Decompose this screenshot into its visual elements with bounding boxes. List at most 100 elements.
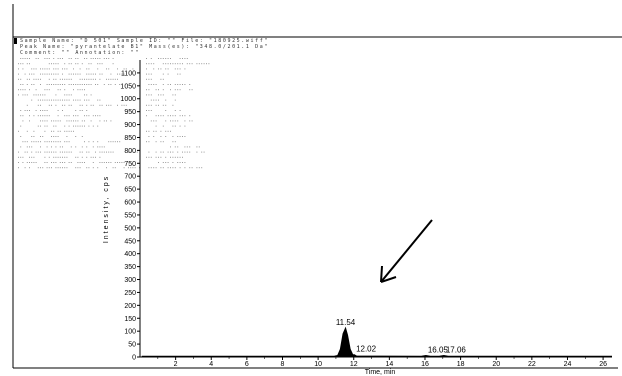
overprint-dot	[68, 99, 70, 101]
overprint-dot	[22, 120, 24, 122]
overprint-dot	[18, 73, 19, 75]
overprint-dot	[97, 125, 99, 127]
overprint-dot	[24, 73, 26, 75]
overprint-dot	[189, 167, 191, 169]
overprint-dot	[198, 146, 200, 148]
overprint-dot	[35, 58, 37, 59]
overprint-dot	[75, 136, 77, 137]
overprint-dot	[150, 99, 152, 101]
overprint-dot	[35, 89, 37, 91]
overprint-dot	[33, 94, 35, 96]
overprint-dot	[165, 63, 167, 65]
overprint-dot	[46, 58, 48, 59]
overprint-dot	[101, 151, 103, 153]
overprint-dot	[119, 141, 121, 143]
overprint-dot	[70, 162, 72, 163]
overprint-dot	[48, 63, 50, 65]
x-tick-label: 20	[492, 361, 500, 368]
overprint-dot	[155, 167, 157, 169]
overprint-dot	[119, 73, 121, 75]
overprint-dot	[35, 162, 37, 163]
overprint-dot	[66, 141, 68, 143]
overprint-dot	[33, 68, 35, 70]
overprint-dot	[81, 84, 83, 85]
overprint-dot	[55, 125, 57, 127]
overprint-dot	[92, 162, 94, 163]
overprint-dot	[64, 156, 66, 158]
overprint-dot	[64, 130, 66, 132]
overprint-dot	[44, 110, 46, 111]
overprint-dot	[177, 156, 179, 158]
overprint-dot	[208, 63, 210, 65]
overprint-dot	[29, 162, 30, 163]
overprint-dot	[35, 78, 37, 80]
overprint-dot	[81, 89, 83, 91]
overprint-dot	[158, 58, 159, 59]
overprint-dot	[51, 104, 52, 106]
overprint-dot	[114, 84, 116, 85]
peak-label: 17.06	[446, 345, 467, 354]
overprint-dot	[184, 115, 186, 117]
overprint-dot	[62, 110, 63, 111]
overprint-dot	[57, 99, 59, 101]
overprint-dot	[92, 115, 94, 117]
overprint-dot	[189, 120, 191, 122]
overprint-dot	[130, 151, 132, 153]
overprint-dot	[134, 151, 136, 153]
overprint-dot	[70, 58, 72, 59]
overprint-dot	[57, 115, 59, 117]
overprint-dot	[77, 84, 79, 85]
overprint-dot	[70, 104, 72, 106]
overprint-dot	[165, 68, 167, 70]
overprint-dot	[79, 78, 81, 80]
overprint-dot	[174, 84, 176, 85]
overprint-dot	[95, 73, 96, 75]
overprint-dot	[81, 104, 83, 106]
overprint-dot	[46, 151, 48, 153]
overprint-dot	[64, 63, 66, 65]
overprint-dot	[46, 120, 48, 122]
overprint-dot	[68, 120, 70, 122]
overprint-dot	[75, 120, 77, 122]
overprint-dot	[148, 63, 150, 65]
overprint-dot	[97, 115, 99, 117]
overprint-dot	[162, 104, 164, 106]
overprint-dot	[88, 141, 90, 143]
overprint-dot	[117, 73, 118, 75]
overprint-dot	[150, 156, 152, 158]
overprint-dot	[33, 141, 35, 143]
overprint-dot	[24, 110, 26, 111]
overprint-dot	[84, 94, 85, 96]
overprint-dot	[75, 156, 77, 158]
overprint-dot	[165, 136, 167, 137]
overprint-dot	[172, 104, 174, 106]
overprint-dot	[37, 99, 39, 101]
overprint-dot	[165, 162, 167, 163]
overprint-dot	[18, 167, 19, 169]
overprint-dot	[160, 156, 162, 158]
overprint-dot	[53, 162, 55, 163]
overprint-dot	[90, 120, 92, 122]
overprint-dot	[162, 63, 164, 65]
overprint-dot	[70, 151, 72, 153]
overprint-dot	[177, 146, 179, 148]
overprint-dot	[84, 78, 85, 80]
overprint-dot	[158, 68, 159, 70]
overprint-dot	[92, 125, 94, 127]
overprint-dot	[73, 120, 74, 122]
overprint-dot	[106, 151, 107, 153]
overprint-dot	[155, 151, 157, 153]
overprint-dot	[20, 110, 22, 111]
overprint-dot	[150, 120, 152, 122]
overprint-dot	[46, 110, 48, 111]
overprint-dot	[44, 151, 46, 153]
overprint-dot	[108, 104, 110, 106]
overprint-dot	[177, 136, 179, 137]
overprint-dot	[29, 63, 30, 65]
overprint-dot	[81, 110, 83, 111]
overprint-dot	[22, 89, 24, 91]
overprint-dot	[79, 73, 81, 75]
overprint-dot	[174, 125, 176, 127]
overprint-dot	[90, 73, 92, 75]
